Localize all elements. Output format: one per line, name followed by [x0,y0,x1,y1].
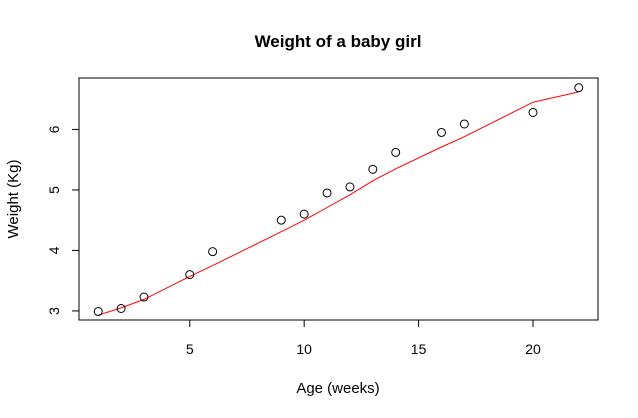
x-tick-label: 5 [186,341,194,357]
y-tick-label: 3 [46,307,62,315]
data-point [391,147,401,157]
data-point [208,247,218,257]
x-axis: 5 10 15 20 [186,319,541,357]
data-point [368,164,378,174]
data-point [574,83,584,93]
chart-title: Weight of a baby girl [255,32,422,51]
plot-frame [78,77,599,321]
y-tick-label: 6 [46,125,62,133]
points-layer [93,83,584,317]
x-tick-label: 20 [525,341,541,357]
data-point [276,215,286,225]
x-axis-label: Age (weeks) [296,380,379,397]
data-point [299,209,309,219]
y-tick-label: 5 [46,186,62,194]
data-point [528,107,538,117]
y-axis: 3 4 5 6 [46,125,80,315]
data-point [139,292,149,302]
y-tick-label: 4 [46,246,62,254]
data-point [459,119,469,129]
data-point [345,182,355,192]
x-tick-label: 10 [296,341,312,357]
fit-line-layer [98,91,579,316]
data-point [322,188,332,198]
data-point [436,127,446,137]
y-axis-label: Weight (Kg) [5,160,22,239]
data-point [93,307,103,317]
fit-line [98,91,579,316]
x-tick-label: 15 [411,341,427,357]
data-point [185,270,195,280]
data-point [116,304,126,314]
